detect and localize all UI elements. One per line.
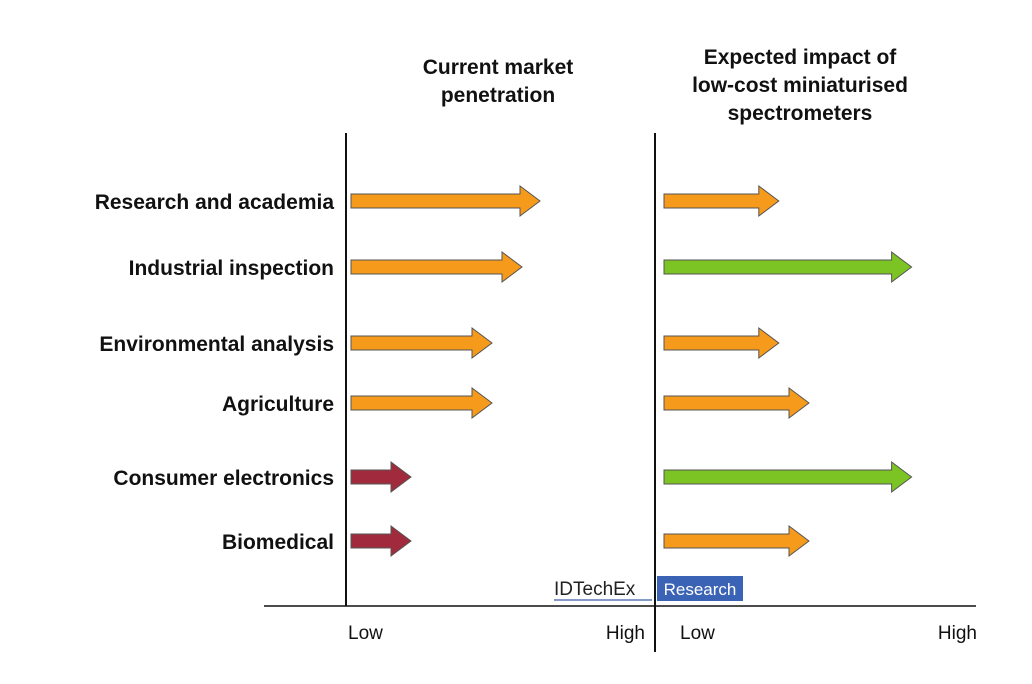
arrow-panel-2-row-1 (663, 185, 780, 217)
panel-2-title-line-2: low-cost miniaturised (692, 74, 908, 97)
category-label-6: Biomedical (222, 531, 334, 554)
logo-brand: IDTechEx (554, 579, 636, 600)
category-label-2: Industrial inspection (129, 257, 334, 280)
arrow-panel-2-row-2 (663, 251, 913, 283)
arrow-panel-1-row-2 (350, 251, 523, 283)
category-label-3: Environmental analysis (99, 333, 334, 356)
arrow-panel-2-row-5 (663, 461, 913, 493)
arrow-panel-2-row-4 (663, 387, 810, 419)
panel-1-tick-low: Low (348, 623, 383, 644)
category-label-4: Agriculture (222, 393, 334, 416)
category-label-1: Research and academia (95, 191, 335, 214)
category-label-5: Consumer electronics (113, 467, 334, 490)
arrow-marks (350, 185, 913, 557)
panel-title-current-penetration: Current market penetration (423, 56, 574, 107)
arrow-panel-1-row-4 (350, 387, 493, 419)
panel-2-title-line-3: spectrometers (728, 102, 873, 125)
arrow-panel-1-row-5 (350, 461, 412, 493)
category-labels: Research and academia Industrial inspecti… (95, 191, 335, 554)
idtechex-logo: IDTechEx Research (554, 576, 743, 601)
logo-suffix: Research (664, 580, 737, 599)
panel-2-tick-high: High (938, 623, 977, 644)
panel-1-title-line-1: Current market (423, 56, 574, 79)
panel-2-tick-low: Low (680, 623, 715, 644)
arrow-panel-2-row-3 (663, 327, 780, 359)
arrow-panel-1-row-3 (350, 327, 493, 359)
arrow-panel-1-row-1 (350, 185, 541, 217)
arrow-panel-1-row-6 (350, 525, 412, 557)
panel-title-expected-impact: Expected impact of low-cost miniaturised s… (692, 46, 908, 125)
panel-1-tick-high: High (606, 623, 645, 644)
panel-1-title-line-2: penetration (441, 84, 555, 107)
arrow-panel-2-row-6 (663, 525, 810, 557)
logo-box (657, 576, 743, 601)
panel-2-title-line-1: Expected impact of (704, 46, 898, 69)
